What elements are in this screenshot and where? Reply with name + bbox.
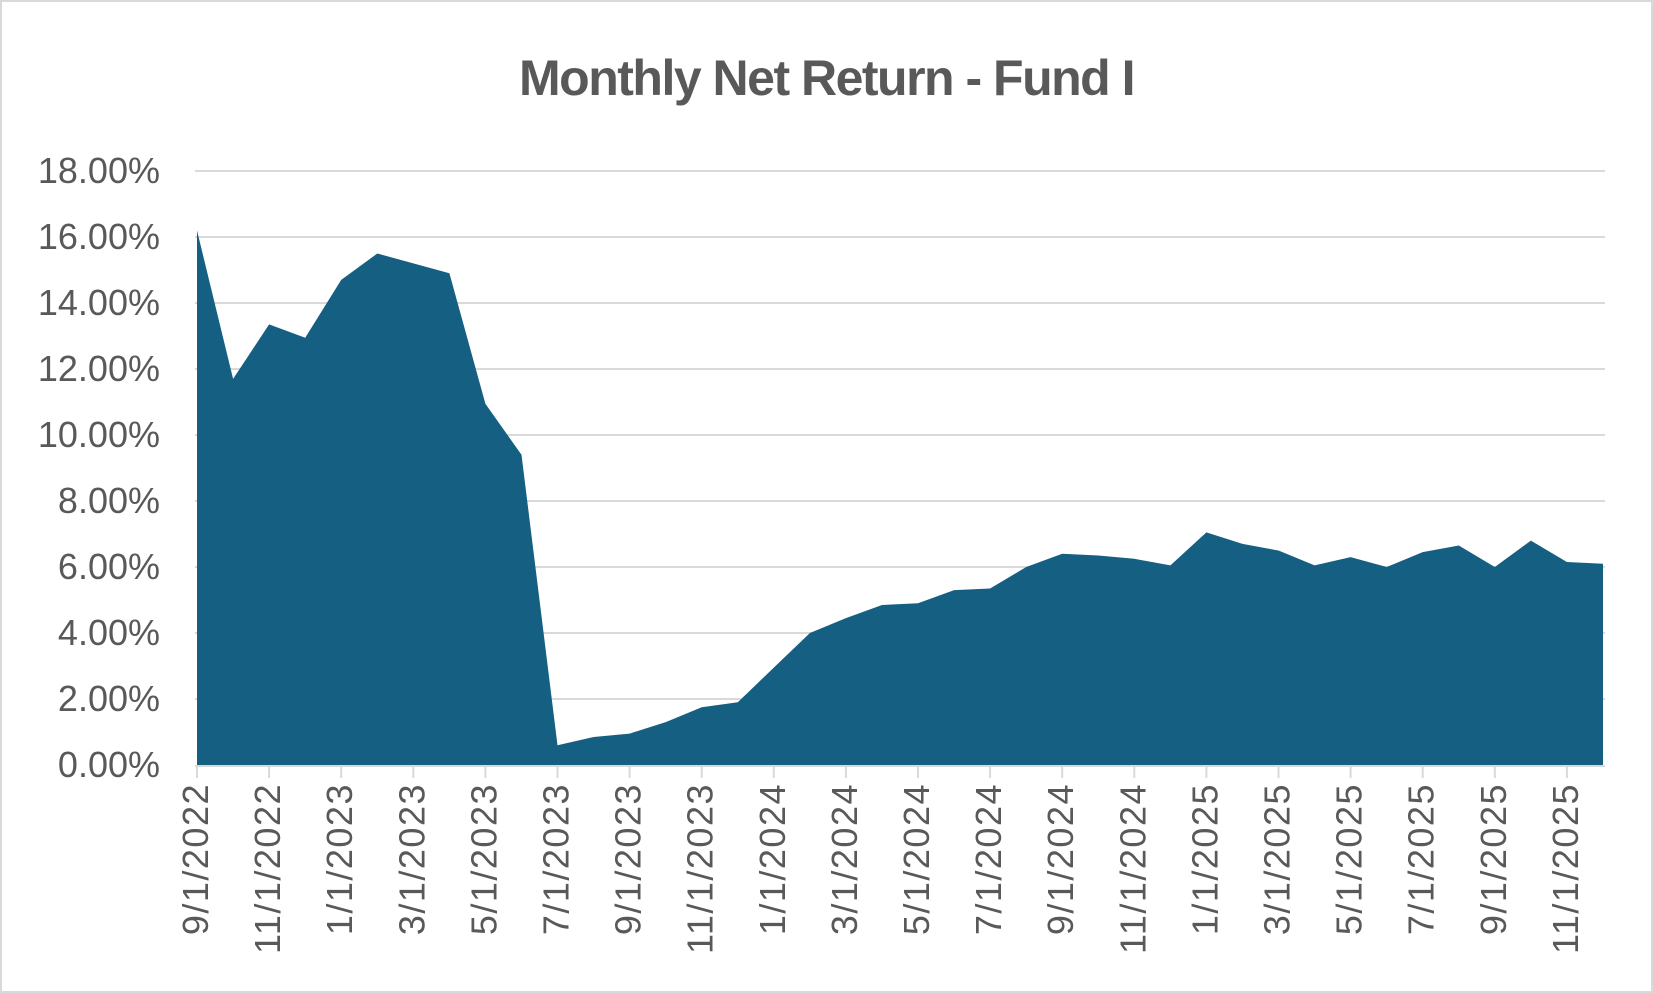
x-axis-label: 3/1/2025 — [1257, 783, 1298, 935]
x-axis-label: 1/1/2025 — [1184, 783, 1225, 935]
x-axis-label: 1/1/2024 — [752, 783, 793, 935]
x-axis-label: 5/1/2024 — [896, 783, 937, 935]
x-axis-label: 5/1/2025 — [1329, 783, 1370, 935]
x-axis-label: 11/1/2023 — [680, 783, 721, 954]
y-axis-label: 4.00% — [58, 612, 160, 653]
x-axis-label: 9/1/2022 — [175, 783, 216, 935]
x-axis-label: 7/1/2023 — [536, 783, 577, 935]
y-axis-label: 16.00% — [38, 216, 160, 257]
x-axis-label: 7/1/2024 — [968, 783, 1009, 935]
y-axis-label: 6.00% — [58, 546, 160, 587]
x-axis-label: 11/1/2022 — [247, 783, 288, 954]
x-axis-label: 3/1/2023 — [391, 783, 432, 935]
x-axis-label: 9/1/2025 — [1473, 783, 1514, 935]
y-axis-label: 12.00% — [38, 348, 160, 389]
area-series — [197, 230, 1603, 765]
y-axis-label: 2.00% — [58, 678, 160, 719]
x-axis-label: 11/1/2024 — [1112, 783, 1153, 954]
y-axis-label: 18.00% — [38, 150, 160, 191]
x-axis-label: 3/1/2024 — [824, 783, 865, 935]
x-axis-label: 5/1/2023 — [463, 783, 504, 935]
y-axis-label: 14.00% — [38, 282, 160, 323]
x-axis-label: 7/1/2025 — [1401, 783, 1442, 935]
x-axis-label: 9/1/2023 — [608, 783, 649, 935]
x-axis-label: 1/1/2023 — [319, 783, 360, 935]
y-axis-label: 0.00% — [58, 744, 160, 785]
x-axis-label: 9/1/2024 — [1040, 783, 1081, 935]
y-axis-label: 8.00% — [58, 480, 160, 521]
chart-title: Monthly Net Return - Fund I — [519, 50, 1135, 106]
y-axis-label: 10.00% — [38, 414, 160, 455]
x-axis-label: 11/1/2025 — [1545, 783, 1586, 954]
